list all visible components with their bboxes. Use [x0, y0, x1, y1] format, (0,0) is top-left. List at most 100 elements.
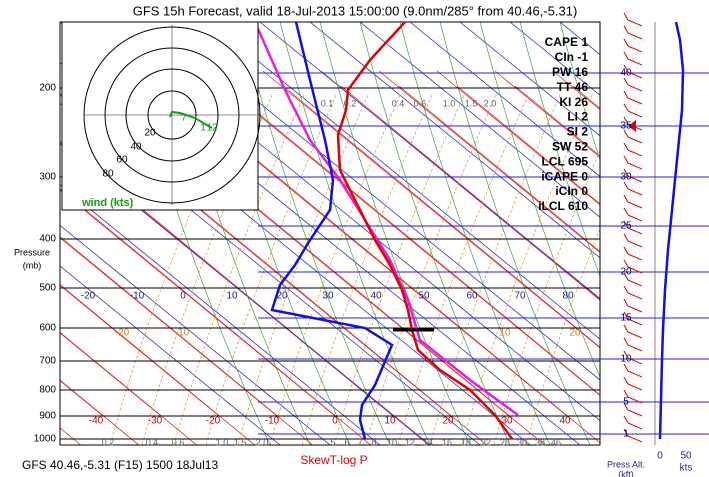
temperature-label: -40 — [89, 416, 104, 427]
wind-barb — [623, 220, 629, 229]
isotherm — [494, 70, 600, 158]
index-value: SW 52 — [552, 139, 588, 153]
isotherm — [436, 70, 600, 206]
title: GFS 15h Forecast, valid 18-Jul-2013 15:0… — [133, 3, 578, 18]
mixing-label: 10 — [387, 437, 397, 447]
pressure-tick: 800 — [39, 385, 56, 396]
mixing-label: 30 — [517, 437, 527, 447]
wind-speed-profile — [658, 21, 685, 440]
theta-label: -20 — [115, 328, 130, 339]
index-value: SI 2 — [567, 125, 589, 139]
wind-barb — [627, 331, 643, 339]
mixing-label: 0.4 — [146, 437, 159, 447]
temperature-label: -10 — [265, 416, 280, 427]
mixing-ratio — [429, 94, 561, 445]
mixing-label: 8 — [371, 437, 376, 447]
temperature-label: 30 — [322, 291, 334, 302]
wind-barb — [623, 402, 629, 411]
mixing-label: 38 — [535, 437, 545, 447]
altitude-tick: 25 — [620, 221, 632, 232]
altitude-tick: 35 — [620, 121, 632, 132]
footer: GFS 40.46,-5.31 (F15) 1500 18Jul13 — [22, 458, 218, 472]
speed-tick: 50 — [680, 451, 692, 462]
temperature-label: 0 — [180, 291, 186, 302]
wind-barb — [627, 435, 643, 443]
wind-barb — [627, 292, 643, 300]
wind-barb — [623, 233, 629, 242]
wind-barb — [623, 129, 629, 138]
hodograph-ring-label: 60 — [116, 155, 128, 166]
wind-barb — [627, 97, 643, 105]
wind-barb — [627, 240, 643, 248]
wind-barb — [627, 84, 643, 92]
index-value: iCAPE 0 — [541, 169, 588, 183]
isotherm — [60, 188, 372, 445]
temperature-label: 60 — [466, 291, 478, 302]
altitude-tick: 20 — [620, 267, 632, 278]
index-value: KI 26 — [559, 95, 588, 109]
wind-barb — [627, 58, 643, 66]
wind-barb — [627, 253, 643, 261]
plot-frame — [59, 21, 601, 446]
wind-barb — [623, 77, 629, 86]
mixing-ratio — [301, 94, 433, 445]
index-value: iLCL 610 — [538, 199, 588, 213]
index-value: iCIn 0 — [555, 184, 588, 198]
wind-barb — [623, 337, 629, 346]
mixing-label: 0.1 — [321, 98, 334, 108]
mixing-label: 0.2 — [344, 98, 357, 108]
wind-barb — [627, 422, 643, 430]
pressure-tick: 900 — [39, 411, 56, 422]
mixing-ratio — [269, 94, 401, 445]
pressure-tick: 600 — [39, 323, 56, 334]
isotherm — [456, 85, 600, 205]
mixing-ratio — [141, 94, 273, 445]
dry-adiabat — [60, 184, 381, 445]
wind-barb — [627, 227, 643, 235]
dry-adiabat — [509, 22, 600, 96]
isotherm — [398, 85, 600, 253]
mixing-label: 7 — [357, 437, 362, 447]
wind-barb — [623, 376, 629, 385]
altitude-tick: 40 — [620, 68, 632, 79]
temperature-label: 80 — [562, 291, 574, 302]
temperature-label: -30 — [148, 416, 163, 427]
wind-barb — [623, 285, 629, 294]
mixing-label: 0.6 — [414, 98, 427, 108]
diagram-label: SkewT-log P — [300, 453, 367, 467]
mixing-label: 1.5 — [465, 98, 478, 108]
wind-barb — [627, 357, 643, 365]
wind-barb — [627, 188, 643, 196]
temperature-label: -20 — [81, 291, 96, 302]
moist-adiabat — [519, 22, 600, 278]
hodograph-trace — [169, 110, 213, 129]
wind-barb — [623, 64, 629, 73]
mixing-label: 5 — [330, 437, 335, 447]
wind-barb — [627, 214, 643, 222]
dry-adiabat — [409, 22, 600, 178]
theta-label: -10 — [175, 328, 190, 339]
isotherm — [60, 379, 140, 445]
wind-barb — [623, 259, 629, 268]
mixing-label: 22 — [481, 437, 491, 447]
isotherm — [282, 85, 600, 348]
altitude-tick: 10 — [620, 354, 632, 365]
wind-barb — [623, 168, 629, 177]
moist-adiabat — [399, 22, 551, 445]
mixing-ratio — [333, 94, 465, 445]
temperature-label: -10 — [130, 291, 145, 302]
mixing-ratio — [173, 94, 305, 445]
speed-tick: 0 — [657, 451, 663, 462]
index-value: CIn -1 — [555, 50, 589, 64]
wind-barb — [623, 103, 629, 112]
wind-barb — [627, 409, 643, 417]
hodograph-ring-label: 40 — [130, 142, 142, 153]
wind-barb — [627, 201, 643, 209]
mixing-label: 0.2 — [102, 437, 115, 447]
speed-unit: kts — [680, 463, 693, 474]
temperature-label: 40 — [370, 291, 382, 302]
wind-barb — [623, 51, 629, 60]
axis-label: (kft) — [618, 469, 634, 477]
